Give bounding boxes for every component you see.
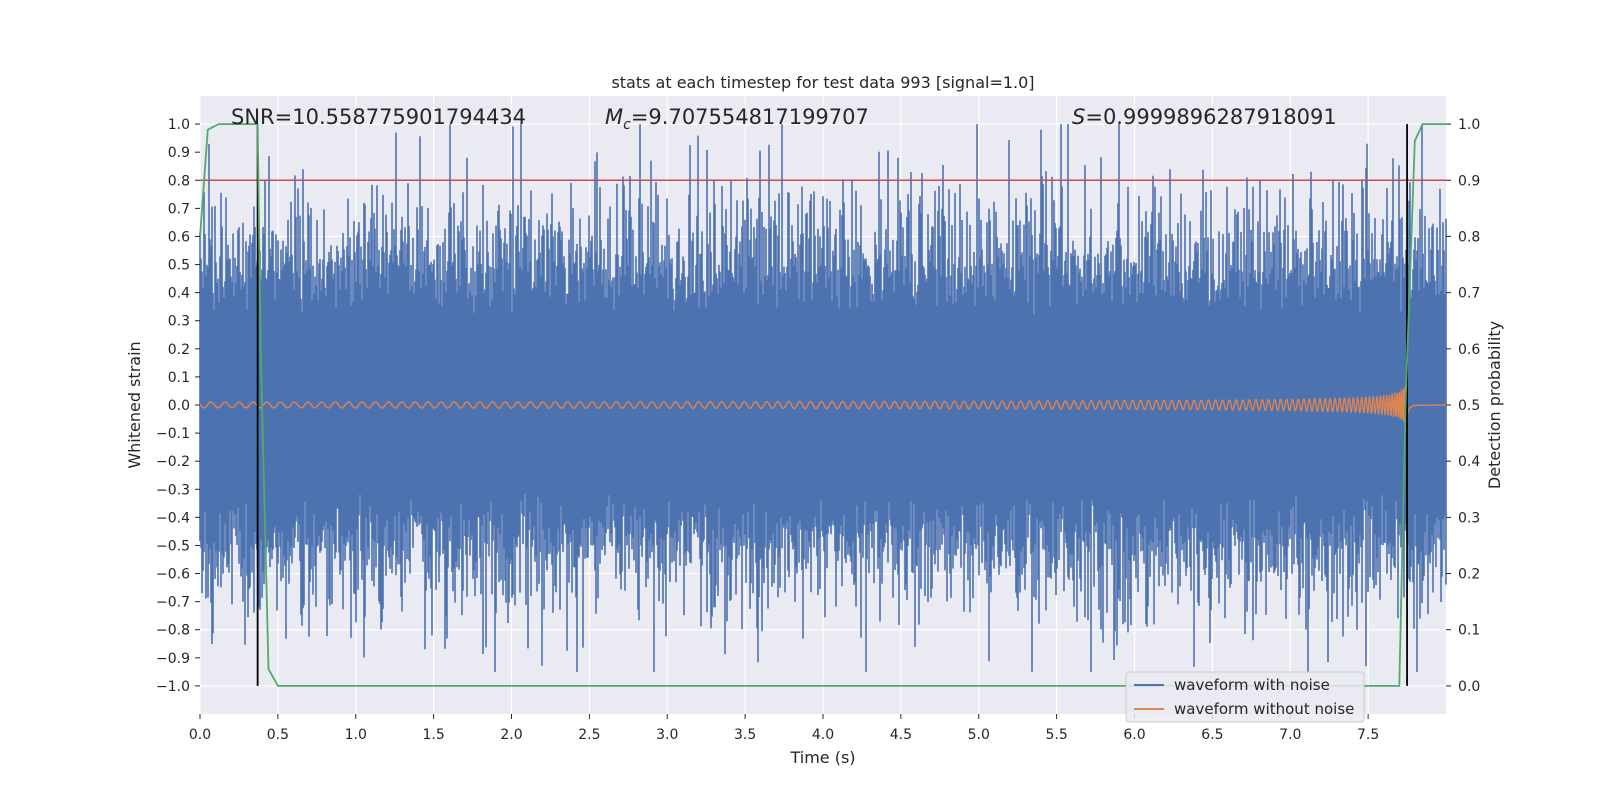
x-tick-label-2: 1.0 [345, 727, 367, 743]
y2-tick-label-2: 0.8 [1458, 229, 1480, 245]
mc-value: =9.707554817199707 [631, 105, 869, 129]
y2-tick-label-4: 0.6 [1458, 342, 1480, 358]
series-detection-probability [199, 123, 1446, 687]
mc-symbol: M [605, 105, 623, 129]
y2-tick-label-5: 0.5 [1458, 398, 1480, 414]
x-tick-label-9: 4.5 [890, 727, 912, 743]
y-tick-label-0: 1.0 [168, 117, 190, 133]
x-tick-label-15: 7.5 [1357, 727, 1379, 743]
legend: waveform with noise waveform without noi… [1125, 671, 1365, 723]
y-tick-label-14: −0.4 [156, 510, 190, 526]
y2-tick-label-0: 1.0 [1458, 117, 1480, 133]
series-waveform-without-noise [199, 383, 1447, 430]
y-tick-label-16: −0.6 [156, 567, 190, 583]
y2-tick-label-7: 0.3 [1458, 510, 1480, 526]
snr-annotation: SNR=10.558775901794434 [231, 105, 526, 129]
y2-tick-label-9: 0.1 [1458, 623, 1480, 639]
y-tick-label-19: −0.9 [156, 651, 190, 667]
s-annotation: S=0.9999896287918091 [1072, 105, 1337, 129]
y-tick-label-12: −0.2 [156, 454, 190, 470]
x-tick-label-12: 6.0 [1123, 727, 1145, 743]
chart-title: stats at each timestep for test data 993… [611, 73, 1034, 92]
y2-axis-label: Detection probability [1485, 321, 1504, 489]
x-tick-label-11: 5.5 [1045, 727, 1067, 743]
y-tick-label-3: 0.7 [168, 201, 190, 217]
x-tick-label-14: 7.0 [1279, 727, 1301, 743]
y-tick-label-4: 0.6 [168, 229, 190, 245]
right-y-ticks: 1.0 0.9 0.8 0.7 0.6 0.5 0.4 0.3 0.2 0.1 0.0 [1446, 117, 1480, 695]
y-tick-label-17: −0.7 [156, 595, 190, 611]
y-tick-label-13: −0.3 [156, 482, 190, 498]
y-tick-label-7: 0.3 [168, 314, 190, 330]
y-tick-label-9: 0.1 [168, 370, 190, 386]
y-tick-label-2: 0.8 [168, 173, 190, 189]
y-tick-label-10: 0.0 [168, 398, 190, 414]
x-tick-label-7: 3.5 [734, 727, 756, 743]
y-tick-label-15: −0.5 [156, 538, 190, 554]
legend-box [1125, 671, 1365, 723]
vertical-markers [256, 124, 1408, 686]
y-tick-label-11: −0.1 [156, 426, 190, 442]
x-tick-label-13: 6.5 [1201, 727, 1223, 743]
y-tick-label-18: −0.8 [156, 623, 190, 639]
y-tick-label-6: 0.4 [168, 286, 190, 302]
legend-label-clean: waveform without noise [1174, 700, 1354, 718]
x-tick-label-5: 2.5 [578, 727, 600, 743]
x-tick-label-0: 0.0 [189, 727, 211, 743]
y-tick-label-1: 0.9 [168, 145, 190, 161]
y2-tick-label-3: 0.7 [1458, 286, 1480, 302]
probability-trace [199, 123, 1446, 687]
mc-subscript: c [623, 117, 631, 133]
y-axis-label: Whitened strain [125, 341, 144, 468]
x-axis-label: Time (s) [789, 748, 855, 767]
mc-annotation: Mc=9.707554817199707 [605, 105, 869, 133]
s-symbol: S [1072, 105, 1085, 129]
clean-trace [199, 383, 1447, 430]
x-tick-label-8: 4.0 [812, 727, 834, 743]
y2-tick-label-6: 0.4 [1458, 454, 1480, 470]
x-ticks: 0.0 0.5 1.0 1.5 2.0 2.5 3.0 3.5 4.0 4.5 5.0 5.5 6.0 6… [189, 714, 1379, 743]
s-value: =0.9999896287918091 [1085, 105, 1336, 129]
x-tick-label-3: 1.5 [422, 727, 444, 743]
x-tick-label-6: 3.0 [656, 727, 678, 743]
y-tick-label-8: 0.2 [168, 342, 190, 358]
y2-tick-label-8: 0.2 [1458, 567, 1480, 583]
x-tick-label-1: 0.5 [267, 727, 289, 743]
left-y-ticks: 1.0 0.9 0.8 0.7 0.6 0.5 0.4 0.3 0.2 0.1 0.0 −0.1 −0.… [156, 117, 200, 695]
y-tick-label-20: −1.0 [156, 679, 190, 695]
y2-tick-label-10: 0.0 [1458, 679, 1480, 695]
x-tick-label-10: 5.0 [968, 727, 990, 743]
y2-tick-label-1: 0.9 [1458, 173, 1480, 189]
x-tick-label-4: 2.0 [500, 727, 522, 743]
legend-label-noise: waveform with noise [1174, 676, 1330, 694]
y-tick-label-5: 0.5 [168, 258, 190, 274]
